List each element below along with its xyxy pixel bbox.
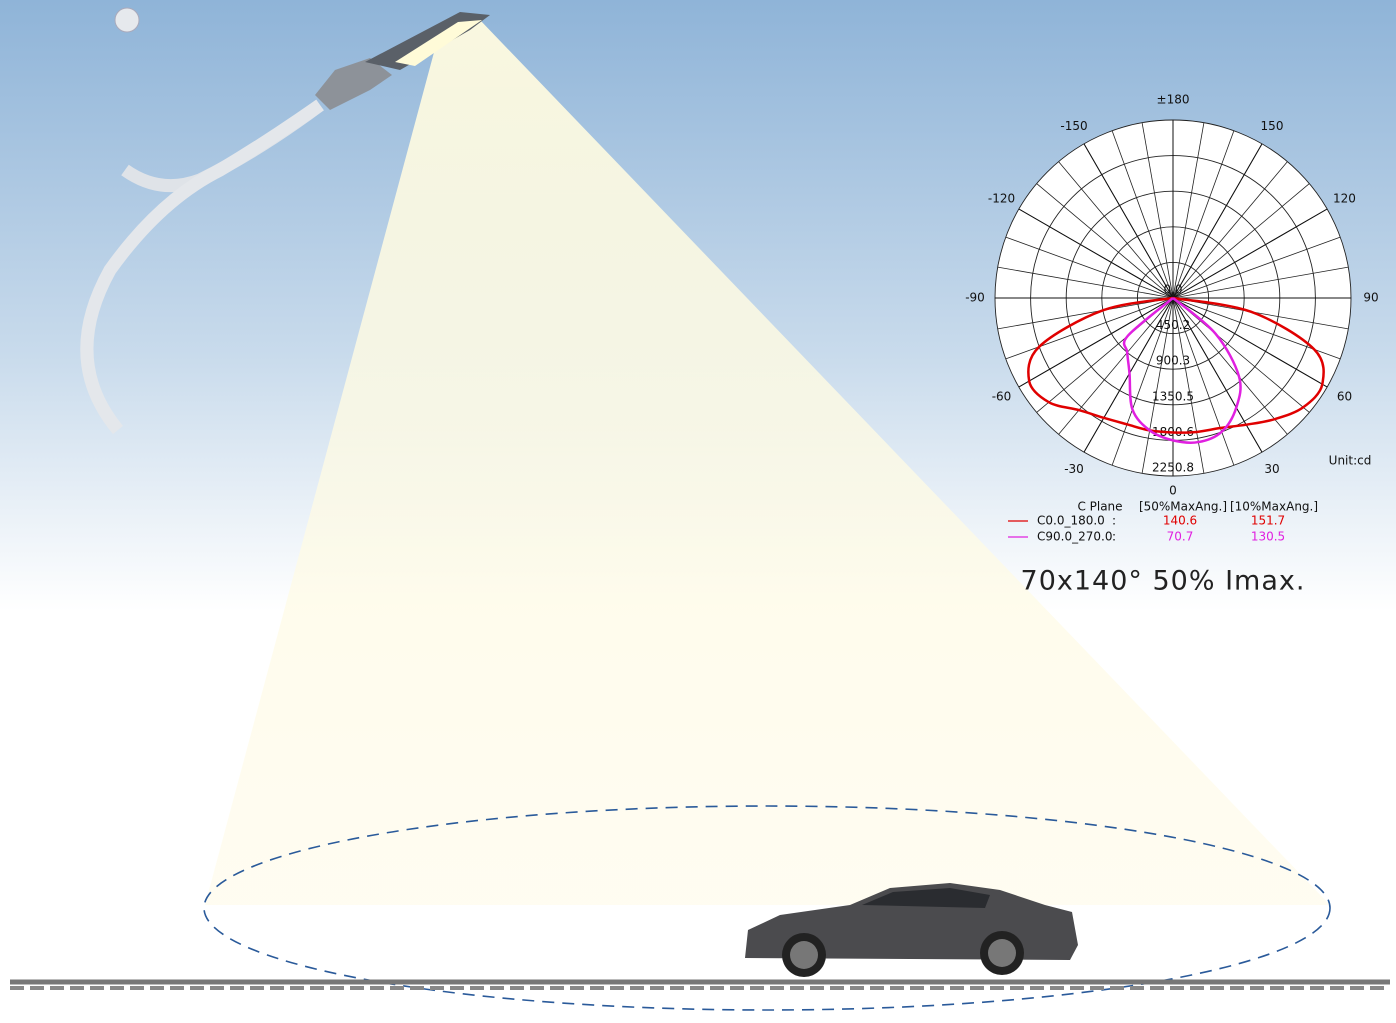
light-ellipse <box>203 805 1331 1011</box>
spoke <box>997 297 1174 330</box>
theta-tick-label: -150 <box>1060 119 1087 133</box>
spoke <box>1036 183 1174 299</box>
theta-tick-label: 60 <box>1337 390 1352 404</box>
spoke <box>1058 161 1174 299</box>
legend-header: [50%MaxAng.] <box>1139 500 1227 514</box>
theta-tick-label: 150 <box>1261 119 1284 133</box>
theta-tick-label: -30 <box>1064 462 1084 476</box>
theta-tick <box>1172 297 1328 388</box>
pole-cap <box>114 7 140 33</box>
spoke <box>1172 161 1288 299</box>
spoke <box>997 266 1174 299</box>
spoke <box>1141 122 1174 299</box>
theta-tick-label: -60 <box>992 390 1012 404</box>
car <box>745 883 1078 977</box>
theta-tick <box>1172 143 1263 299</box>
spoke <box>1172 236 1341 299</box>
spoke <box>1005 297 1174 360</box>
unit-label: Unit:cd <box>1329 454 1372 468</box>
legend-value: 130.5 <box>1251 530 1285 544</box>
spoke <box>1111 130 1174 299</box>
polar-chart: 0.0450.2900.31350.51800.62250.8030609012… <box>965 93 1378 544</box>
legend-header: [10%MaxAng.] <box>1230 500 1318 514</box>
legend-name: C0.0_180.0 <box>1037 514 1105 528</box>
series-curve <box>1027 296 1325 434</box>
legend-colon: : <box>1112 514 1116 528</box>
spoke <box>1172 122 1205 299</box>
legend-value: 151.7 <box>1251 514 1285 528</box>
legend-value: 70.7 <box>1167 530 1194 544</box>
legend-name: C90.0_270.0 <box>1037 530 1112 544</box>
theta-tick <box>1018 208 1174 299</box>
theta-tick <box>1018 297 1174 388</box>
spoke <box>1172 297 1349 330</box>
spoke <box>1141 297 1174 474</box>
legend-header: C Plane <box>1077 500 1122 514</box>
spoke <box>1172 183 1310 299</box>
pole-arm <box>80 99 324 435</box>
light-cone <box>205 20 1330 905</box>
spoke <box>1172 297 1288 435</box>
theta-tick <box>1172 297 1263 453</box>
spoke <box>1005 236 1174 299</box>
spoke <box>1172 130 1235 299</box>
legend-colon: : <box>1112 530 1116 544</box>
theta-tick-label: 90 <box>1363 291 1378 305</box>
spoke <box>1172 266 1349 299</box>
caption: 70x140° 50% Imax. <box>1021 566 1306 597</box>
theta-tick-label: 0 <box>1169 484 1177 498</box>
theta-tick-label: 30 <box>1264 462 1279 476</box>
theta-tick-label: 120 <box>1333 192 1356 206</box>
spoke <box>1172 297 1205 474</box>
lamp-led <box>395 20 482 66</box>
theta-tick-label: ±180 <box>1157 93 1190 107</box>
spoke <box>1058 297 1174 435</box>
legend-value: 140.6 <box>1163 514 1197 528</box>
theta-tick <box>1083 143 1174 299</box>
spoke <box>1172 297 1235 466</box>
theta-tick-label: -90 <box>965 291 985 305</box>
theta-tick <box>1172 208 1328 299</box>
theta-tick-label: -120 <box>988 192 1015 206</box>
lamp-head <box>315 58 392 110</box>
spoke <box>1111 297 1174 466</box>
series-curve <box>1122 297 1242 444</box>
